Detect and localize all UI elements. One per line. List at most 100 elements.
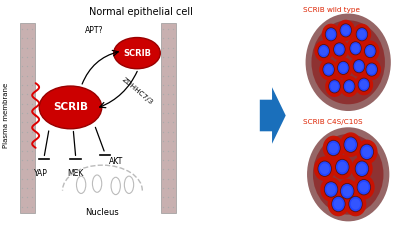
Circle shape xyxy=(337,61,350,75)
Bar xyxy=(20,23,34,213)
Circle shape xyxy=(325,27,337,41)
Circle shape xyxy=(318,161,331,176)
Circle shape xyxy=(349,197,362,211)
Text: AKT: AKT xyxy=(109,157,123,166)
Text: SCRIB wild type: SCRIB wild type xyxy=(303,7,360,13)
Circle shape xyxy=(319,59,338,80)
Circle shape xyxy=(361,40,380,62)
Circle shape xyxy=(350,42,361,55)
Circle shape xyxy=(358,78,370,92)
Circle shape xyxy=(325,76,344,97)
Circle shape xyxy=(344,80,354,93)
Circle shape xyxy=(327,141,340,155)
Circle shape xyxy=(313,134,384,215)
Circle shape xyxy=(356,161,368,176)
Circle shape xyxy=(365,45,376,57)
Circle shape xyxy=(307,127,389,221)
Circle shape xyxy=(355,161,369,177)
Circle shape xyxy=(344,137,358,153)
Circle shape xyxy=(357,163,367,174)
Bar xyxy=(161,23,176,213)
Circle shape xyxy=(336,20,355,41)
Circle shape xyxy=(353,24,371,45)
Circle shape xyxy=(350,56,368,77)
Circle shape xyxy=(360,144,374,160)
Text: SCRIB: SCRIB xyxy=(53,102,88,112)
Circle shape xyxy=(351,156,373,181)
Circle shape xyxy=(332,197,345,211)
Circle shape xyxy=(318,161,332,177)
Circle shape xyxy=(328,79,341,93)
Circle shape xyxy=(362,59,381,80)
Circle shape xyxy=(324,181,338,198)
Circle shape xyxy=(306,14,391,111)
Circle shape xyxy=(338,62,349,74)
Text: SCRIB C4S/C10S: SCRIB C4S/C10S xyxy=(303,119,363,125)
Circle shape xyxy=(341,184,354,198)
Circle shape xyxy=(342,26,350,35)
Circle shape xyxy=(334,199,343,210)
Text: APT?: APT? xyxy=(85,26,104,35)
Circle shape xyxy=(325,182,338,197)
Circle shape xyxy=(335,45,344,54)
FancyArrow shape xyxy=(260,87,286,144)
Circle shape xyxy=(346,38,365,59)
Circle shape xyxy=(351,199,360,210)
Circle shape xyxy=(326,140,341,156)
Circle shape xyxy=(330,82,338,91)
Text: Nucleus: Nucleus xyxy=(86,208,119,217)
Circle shape xyxy=(334,43,345,56)
Circle shape xyxy=(320,163,330,174)
Circle shape xyxy=(327,30,335,39)
Circle shape xyxy=(322,24,340,45)
Circle shape xyxy=(354,60,364,72)
Circle shape xyxy=(350,41,362,55)
Circle shape xyxy=(326,28,336,40)
Circle shape xyxy=(360,80,368,89)
Circle shape xyxy=(356,140,378,164)
Circle shape xyxy=(345,82,353,91)
Circle shape xyxy=(338,161,347,173)
Circle shape xyxy=(366,46,374,56)
Text: MEK: MEK xyxy=(68,169,84,178)
Circle shape xyxy=(339,63,347,73)
Circle shape xyxy=(320,177,342,202)
Circle shape xyxy=(320,46,328,56)
Circle shape xyxy=(352,44,360,53)
Circle shape xyxy=(340,183,354,199)
Circle shape xyxy=(331,196,346,212)
Circle shape xyxy=(334,57,353,79)
Circle shape xyxy=(328,192,349,216)
Text: ZDHHC7/3: ZDHHC7/3 xyxy=(120,77,154,106)
Circle shape xyxy=(323,136,344,160)
Circle shape xyxy=(340,132,362,157)
Circle shape xyxy=(346,139,356,150)
Circle shape xyxy=(366,63,377,76)
Text: Plasma membrane: Plasma membrane xyxy=(3,83,9,148)
Circle shape xyxy=(314,156,336,181)
Circle shape xyxy=(344,137,357,152)
Circle shape xyxy=(353,59,365,73)
Circle shape xyxy=(336,160,349,174)
Circle shape xyxy=(343,79,355,93)
Circle shape xyxy=(332,155,353,179)
Circle shape xyxy=(323,63,334,76)
Circle shape xyxy=(318,45,329,57)
Circle shape xyxy=(329,80,340,93)
Circle shape xyxy=(326,184,336,195)
Circle shape xyxy=(358,79,369,91)
Circle shape xyxy=(359,182,369,193)
Circle shape xyxy=(318,44,330,58)
Circle shape xyxy=(362,146,372,157)
Text: SCRIB: SCRIB xyxy=(123,49,151,58)
Circle shape xyxy=(314,40,333,62)
Circle shape xyxy=(364,44,376,58)
Circle shape xyxy=(353,175,375,200)
Circle shape xyxy=(358,180,370,195)
Circle shape xyxy=(366,63,378,76)
Circle shape xyxy=(333,43,346,56)
Circle shape xyxy=(312,20,385,104)
Ellipse shape xyxy=(39,86,102,129)
Circle shape xyxy=(357,179,371,195)
Circle shape xyxy=(355,62,363,71)
